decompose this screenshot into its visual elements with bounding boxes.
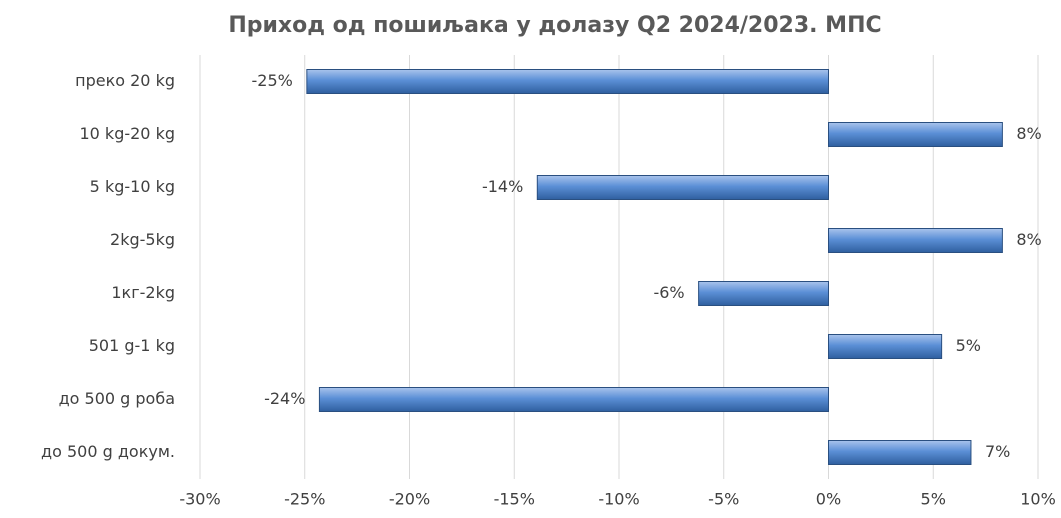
data-label: -24% <box>264 389 305 408</box>
data-label: 5% <box>956 336 981 355</box>
bar <box>536 175 829 200</box>
data-label: 7% <box>985 442 1010 461</box>
x-tick-label: -30% <box>179 490 220 509</box>
y-tick-label: до 500 g роба <box>59 389 175 408</box>
y-tick-label: преко 20 kg <box>75 71 175 90</box>
data-label: -6% <box>653 283 684 302</box>
x-tick-label: -5% <box>708 490 739 509</box>
data-label: 8% <box>1016 230 1041 249</box>
x-tick-label: 0% <box>816 490 841 509</box>
data-label: -14% <box>482 177 523 196</box>
x-tick-label: -20% <box>389 490 430 509</box>
bar <box>828 440 972 465</box>
data-label: -25% <box>252 71 293 90</box>
y-tick-label: 2kg-5kg <box>110 230 175 249</box>
x-tick-label: 10% <box>1020 490 1056 509</box>
bar <box>828 334 943 359</box>
x-tick-label: -10% <box>598 490 639 509</box>
y-tick-label: 1кг-2kg <box>111 283 175 302</box>
bar <box>306 69 830 94</box>
chart-title: Приход од пошиљака у долазу Q2 2024/2023… <box>228 13 881 38</box>
y-tick-label: 501 g-1 kg <box>89 336 175 355</box>
bar <box>828 228 1003 253</box>
bar <box>698 281 829 306</box>
y-tick-label: 5 kg-10 kg <box>90 177 175 196</box>
x-tick-label: -25% <box>284 490 325 509</box>
x-tick-label: -15% <box>494 490 535 509</box>
bar <box>318 387 829 412</box>
data-label: 8% <box>1016 124 1041 143</box>
y-tick-label: до 500 g докум. <box>41 442 175 461</box>
y-tick-label: 10 kg-20 kg <box>79 124 175 143</box>
bar <box>828 122 1003 147</box>
x-tick-label: 5% <box>921 490 946 509</box>
